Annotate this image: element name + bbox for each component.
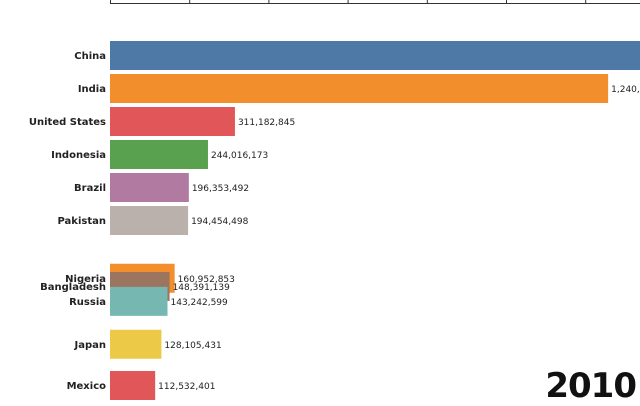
- year-label: 2010: [545, 366, 637, 406]
- category-label: China: [74, 51, 106, 62]
- bars-group: [110, 41, 640, 400]
- value-label: 1,240,613,620: [611, 85, 640, 95]
- category-label: Japan: [74, 340, 107, 351]
- category-labels: China India United States Indonesia Brazil Pa…: [29, 51, 106, 392]
- bar-mexico: [110, 371, 156, 400]
- category-label: Indonesia: [51, 150, 106, 161]
- category-label: Bangladesh: [40, 282, 106, 293]
- category-label: Mexico: [67, 381, 107, 392]
- bar-united-states: [110, 107, 235, 136]
- category-label: India: [78, 84, 106, 95]
- value-label: 311,182,845: [238, 118, 295, 128]
- bar-india: [110, 74, 609, 103]
- value-labels: 1,337,705,0001,240,613,620311,182,845244…: [158, 85, 640, 392]
- value-label: 112,532,401: [158, 382, 215, 392]
- category-label: United States: [29, 117, 106, 128]
- value-label: 160,952,853: [178, 275, 235, 285]
- bar-china: [110, 41, 640, 70]
- category-label: Russia: [69, 297, 106, 308]
- value-label: 194,454,498: [191, 217, 249, 227]
- category-label: Brazil: [74, 183, 106, 194]
- bar-russia: [110, 286, 168, 316]
- bar-brazil: [110, 173, 189, 202]
- bar-japan: [110, 329, 162, 359]
- x-axis: [110, 0, 640, 4]
- value-label: 148,391,139: [173, 283, 231, 293]
- value-label: 196,353,492: [192, 184, 249, 194]
- category-label: Nigeria: [65, 274, 106, 285]
- value-label: 128,105,431: [164, 341, 221, 351]
- category-label: Pakistan: [58, 216, 107, 227]
- bar-indonesia: [110, 140, 208, 169]
- bar-pakistan: [110, 206, 189, 235]
- value-label: 143,242,599: [171, 298, 229, 308]
- value-label: 244,016,173: [211, 151, 268, 161]
